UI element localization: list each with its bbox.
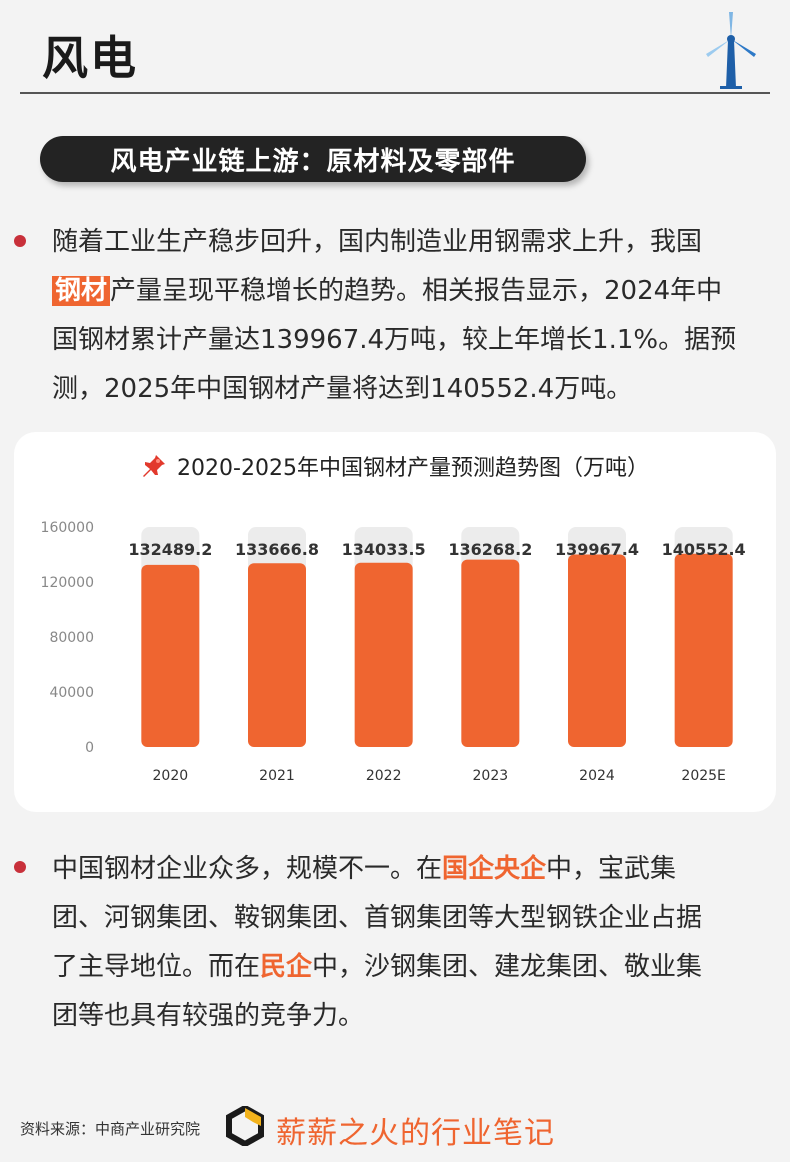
paragraph2-line1-a: 中国钢材企业众多，规模不一。在 (52, 854, 443, 884)
paragraph2-line3-a: 了主导地位。而在 (52, 952, 261, 982)
highlight-private-enterprises: 民企 (260, 952, 313, 982)
section-title: 风电产业链上游：原材料及零部件 (110, 146, 516, 177)
y-tick-label-1: 40000 (49, 685, 94, 701)
y-tick-label-4: 160000 (41, 520, 94, 536)
paragraph2-line4: 团等也具有较强的竞争力。 (52, 1001, 365, 1031)
x-tick-label-2022: 2022 (366, 768, 402, 784)
hexagon-logo-icon (226, 1106, 264, 1146)
bar-chart: 0 40000 80000 120000 160000 132489.2 2020 13366… (41, 520, 746, 784)
paragraph1-line3: 国钢材累计产量达139967.4万吨，较上年增长1.1%。据预 (52, 325, 737, 355)
paragraph2-line3: 了主导地位。而在民企中，沙钢集团、建龙集团、敬业集 (52, 943, 770, 992)
value-label-2025E: 140552.4 (662, 540, 746, 559)
header-divider (20, 92, 770, 94)
chart-title-row: 2020-2025年中国钢材产量预测趋势图（万吨） (14, 450, 776, 482)
x-tick-label-2021: 2021 (259, 768, 295, 784)
value-label-2022: 134033.5 (342, 540, 426, 559)
bullet-dot-2 (14, 861, 26, 873)
paragraph1-line4: 测，2025年中国钢材产量将达到140552.4万吨。 (52, 374, 633, 404)
x-tick-label-2025E: 2025E (681, 768, 725, 784)
bar-2024 (568, 554, 626, 747)
highlight-steel: 钢材 (52, 276, 111, 306)
value-label-2020: 132489.2 (128, 540, 212, 559)
x-tick-label-2023: 2023 (473, 768, 509, 784)
paragraph-steel-companies: 中国钢材企业众多，规模不一。在国企央企中，宝武集 团、河钢集团、鞍钢集团、首钢集… (52, 845, 770, 1041)
pushpin-icon (143, 455, 166, 477)
y-tick-label-0: 0 (85, 740, 94, 756)
source-note: 资料来源：中商产业研究院 (20, 1120, 201, 1138)
paragraph2-line1-b: 中，宝武集 (546, 854, 677, 884)
y-tick-label-2: 80000 (49, 630, 94, 646)
section-title-pill: 风电产业链上游：原材料及零部件 (40, 136, 586, 182)
chart-title: 2020-2025年中国钢材产量预测趋势图（万吨） (177, 456, 649, 481)
wind-turbine-icon (706, 12, 756, 89)
paragraph1-line1: 随着工业生产稳步回升，国内制造业用钢需求上升，我国 (52, 227, 703, 257)
bullet-dot-1 (14, 235, 26, 247)
bar-2020 (141, 564, 200, 747)
y-tick-label-3: 120000 (41, 575, 94, 591)
bar-2025E (674, 553, 733, 747)
paragraph2-line3-b: 中，沙钢集团、建龙集团、敬业集 (312, 952, 703, 982)
paragraph-steel-output: 随着工业生产稳步回升，国内制造业用钢需求上升，我国 钢材 产量呈现平稳增长的趋势。… (52, 218, 770, 414)
chart-card: 2020-2025年中国钢材产量预测趋势图（万吨） 0 40000 80000 120… (14, 432, 776, 812)
brand-name: 薪薪之火的行业笔记 (276, 1116, 555, 1151)
bar-2022 (354, 562, 413, 747)
value-label-2023: 136268.2 (448, 540, 532, 559)
paragraph2-line2: 团、河钢集团、鞍钢集团、首钢集团等大型钢铁企业占据 (52, 903, 703, 933)
value-label-2021: 133666.8 (235, 540, 319, 559)
value-label-2024: 139967.4 (555, 540, 639, 559)
page-title: 风电 (42, 31, 138, 85)
paragraph1-line2: 钢材 产量呈现平稳增长的趋势。相关报告显示，2024年中 (52, 267, 770, 316)
x-tick-label-2024: 2024 (579, 768, 615, 784)
bar-2021 (248, 563, 306, 747)
bar-2023 (461, 559, 520, 747)
highlight-state-enterprises: 国企央企 (442, 854, 547, 884)
paragraph1-line2-rest: 产量呈现平稳增长的趋势。相关报告显示，2024年中 (110, 276, 723, 306)
paragraph2-line1: 中国钢材企业众多，规模不一。在国企央企中，宝武集 (52, 845, 770, 894)
x-tick-label-2020: 2020 (153, 768, 189, 784)
